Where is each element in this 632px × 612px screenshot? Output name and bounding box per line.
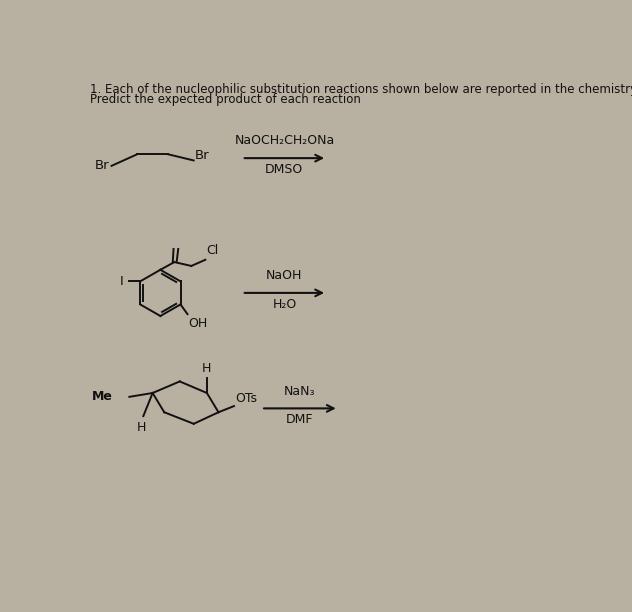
Text: OTs: OTs <box>234 392 257 405</box>
Text: DMSO: DMSO <box>265 163 303 176</box>
Text: 1. Each of the nucleophilic substitution reactions shown below are reported in t: 1. Each of the nucleophilic substitution… <box>90 83 632 95</box>
Text: OH: OH <box>188 317 207 330</box>
Text: Br: Br <box>195 149 210 162</box>
Text: H: H <box>137 420 146 434</box>
Text: DMF: DMF <box>286 413 313 426</box>
Text: NaOCH₂CH₂ONa: NaOCH₂CH₂ONa <box>234 135 334 147</box>
Text: Me: Me <box>92 390 112 403</box>
Text: Cl: Cl <box>206 244 218 258</box>
Text: Predict the expected product of each reaction: Predict the expected product of each rea… <box>90 94 361 106</box>
Text: I: I <box>120 275 124 288</box>
Text: Br: Br <box>95 159 109 173</box>
Text: NaN₃: NaN₃ <box>284 384 315 398</box>
Text: NaOH: NaOH <box>266 269 303 282</box>
Text: H₂O: H₂O <box>272 297 296 310</box>
Text: H: H <box>202 362 212 375</box>
